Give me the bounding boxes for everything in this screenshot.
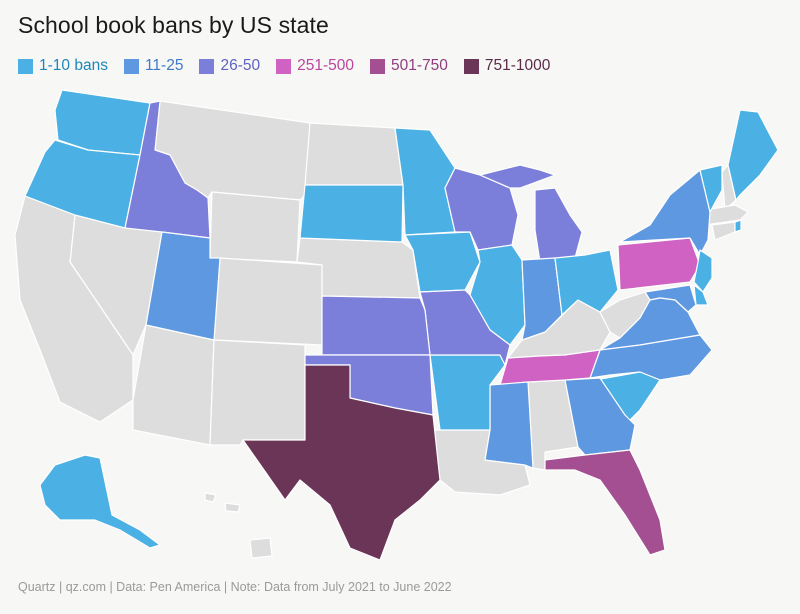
- legend-swatch: [370, 58, 385, 74]
- legend-label: 26-50: [220, 57, 261, 74]
- state-idaho[interactable]: [124, 100, 211, 239]
- state-new-mexico[interactable]: [209, 339, 306, 446]
- state-vermont[interactable]: [699, 164, 723, 213]
- state-north-dakota[interactable]: [304, 122, 404, 186]
- legend-item-11-25: 11-25: [123, 57, 184, 75]
- state-michigan[interactable]: [534, 187, 583, 263]
- state-mississippi[interactable]: [484, 381, 534, 469]
- legend-swatch: [276, 58, 292, 74]
- legend-label: 501-750: [391, 57, 448, 74]
- chart-title: School book bans by US state: [18, 12, 329, 38]
- legend-item-1-10: 1-10 bans: [18, 57, 108, 75]
- legend-label: 251-500: [297, 57, 354, 74]
- legend-item-501-750: 501-750: [370, 57, 448, 75]
- state-ohio[interactable]: [554, 249, 619, 316]
- state-florida[interactable]: [544, 449, 666, 556]
- state-oregon[interactable]: [24, 139, 141, 229]
- state-utah[interactable]: [145, 231, 221, 341]
- legend-label: 1-10 bans: [39, 57, 108, 74]
- legend-label: 751-1000: [484, 57, 551, 74]
- legend-swatch: [123, 58, 139, 74]
- legend-swatch: [18, 58, 33, 74]
- state-pennsylvania[interactable]: [617, 237, 701, 291]
- state-minnesota[interactable]: [394, 127, 456, 236]
- legend-swatch: [199, 58, 215, 74]
- state-michigan-upper[interactable]: [479, 164, 556, 189]
- state-alaska[interactable]: [39, 454, 161, 549]
- state-hawaii-1: [204, 492, 217, 503]
- state-arizona[interactable]: [132, 324, 215, 446]
- legend-item-251-500: 251-500: [276, 57, 354, 75]
- state-maine[interactable]: [727, 109, 779, 201]
- us-map: [14, 89, 779, 561]
- footer-note: Quartz | qz.com | Data: Pen America | No…: [18, 580, 452, 594]
- state-hawaii-2: [224, 502, 241, 513]
- legend-item-26-50: 26-50: [199, 57, 260, 75]
- state-connecticut[interactable]: [711, 221, 736, 241]
- state-georgia[interactable]: [564, 377, 636, 456]
- state-hawaii-3: [249, 537, 273, 559]
- legend-swatch: [463, 58, 479, 74]
- state-wyoming[interactable]: [209, 191, 301, 263]
- state-colorado[interactable]: [213, 257, 323, 346]
- legend-item-751-1000: 751-1000: [463, 57, 551, 75]
- legend-label: 11-25: [144, 57, 184, 74]
- state-texas[interactable]: [242, 364, 441, 561]
- state-rhode-island[interactable]: [734, 219, 742, 233]
- state-kansas[interactable]: [321, 295, 431, 356]
- state-north-carolina[interactable]: [589, 334, 713, 381]
- state-delaware[interactable]: [693, 284, 709, 306]
- state-south-dakota[interactable]: [299, 184, 404, 243]
- legend: 1-10 bans 11-25 26-50 251-500 501-750 75…: [18, 57, 566, 75]
